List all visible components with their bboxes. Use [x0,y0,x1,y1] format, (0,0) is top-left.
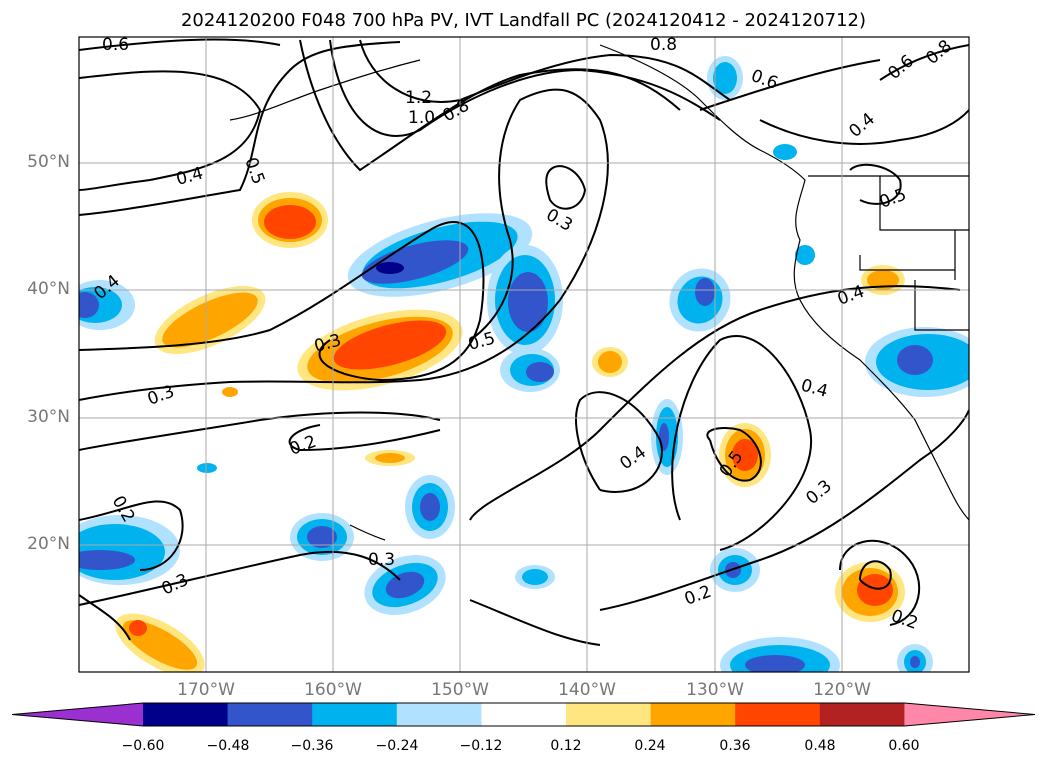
colorbar-segment [566,703,652,726]
lon-label: 150°W [431,680,489,700]
colorbar-segment [650,703,736,726]
colorbar-segment [312,703,398,726]
colorbar-outline [11,702,1036,727]
positive-shading [115,192,905,672]
map-title: 2024120200 F048 700 hPa PV, IVT Landfall… [180,10,867,31]
colorbar-tick-label: 0.24 [634,738,666,754]
colorbar-segment [735,703,821,726]
contour-label: 0.8 [650,35,677,55]
pv-contours [79,38,969,646]
colorbar-tick-label: 0.60 [888,738,920,754]
gridlines [79,37,969,672]
contour-label: 1.0 [408,108,435,128]
latitude-labels: 50°N 40°N 30°N 20°N [0,0,70,765]
colorbar-extend-left [12,703,143,726]
colorbar-tick-label: 0.36 [719,738,751,754]
colorbar-tick-label: −0.60 [121,738,165,754]
coastlines [229,44,969,541]
colorbar-tick-label: −0.24 [375,738,419,754]
lat-label: 50°N [27,152,70,172]
colorbar-segment [396,703,482,726]
colorbar-segment [143,703,229,726]
map-frame [78,36,970,673]
contour-label: 0.3 [368,550,395,570]
lon-label: 130°W [686,680,744,700]
contour-label: 0.6 [102,35,129,55]
lat-label: 40°N [27,279,70,299]
lon-label: 140°W [558,680,616,700]
colorbar-tick-label: −0.36 [290,738,334,754]
lon-label: 160°W [304,680,362,700]
colorbar-tick-label: −0.48 [206,738,250,754]
colorbar-segment [227,703,313,726]
colorbar-segment [481,703,567,726]
lon-label: 120°W [813,680,871,700]
contour-label: 1.2 [405,88,432,108]
colorbar-segment [819,703,905,726]
lon-label: 170°W [177,680,235,700]
lat-label: 20°N [27,534,70,554]
lat-label: 30°N [27,407,70,427]
colorbar-tick-label: −0.12 [459,738,503,754]
colorbar-extend-right [904,703,1035,726]
colorbar-tick-label: 0.48 [804,738,836,754]
colorbar-tick-label: 0.12 [550,738,582,754]
